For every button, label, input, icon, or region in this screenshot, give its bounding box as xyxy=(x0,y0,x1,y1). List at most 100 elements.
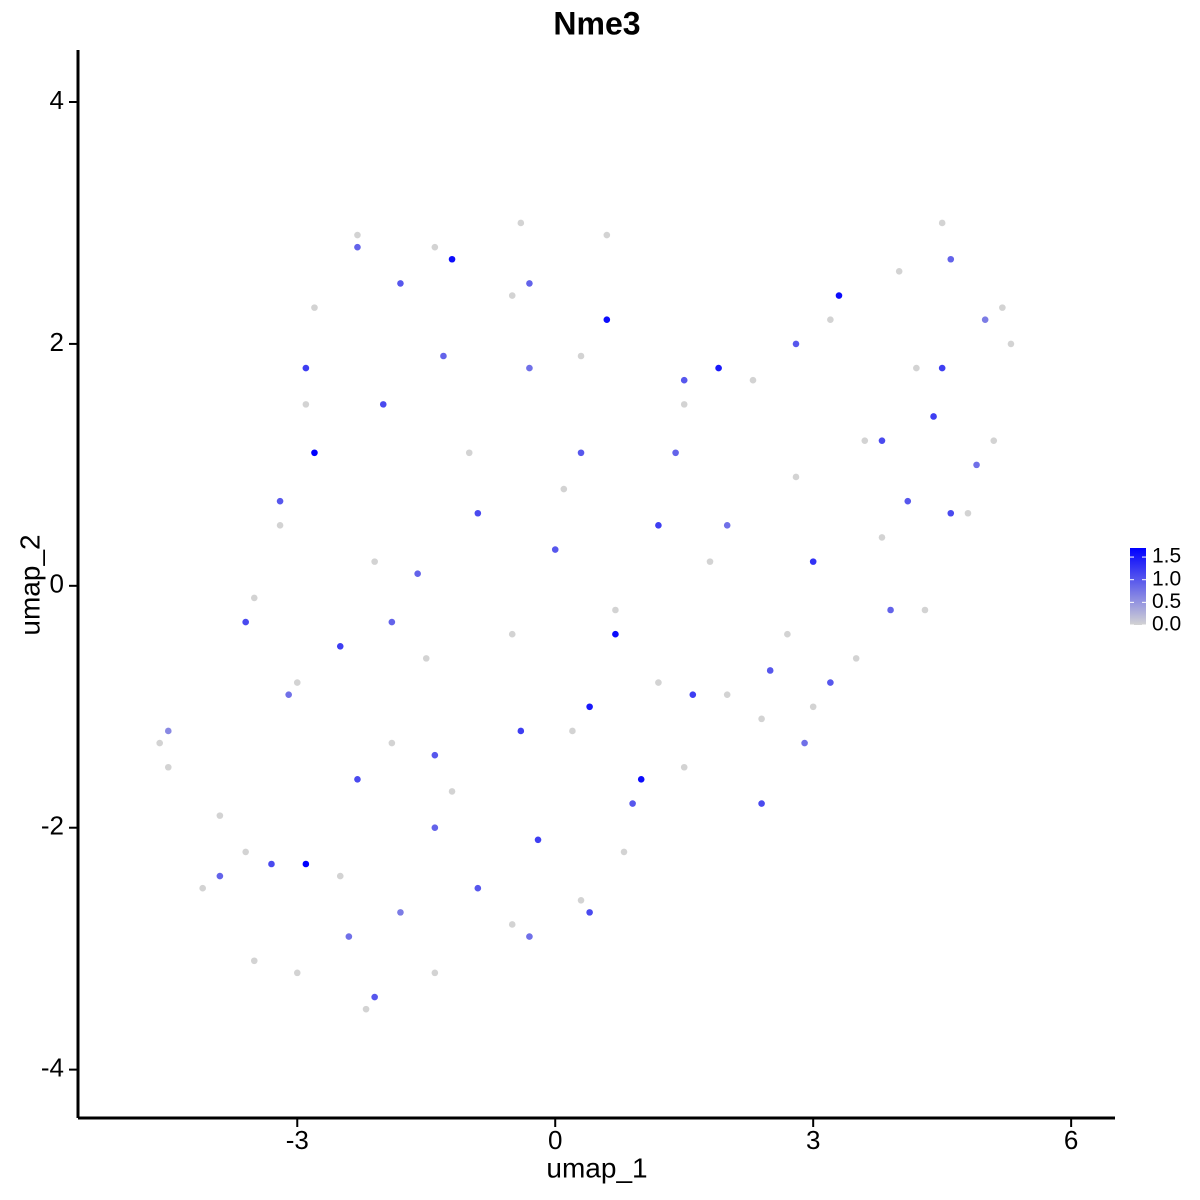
point xyxy=(431,969,439,977)
y-tick-label: -4 xyxy=(41,1052,64,1082)
point xyxy=(199,884,206,892)
point xyxy=(801,739,808,747)
point xyxy=(620,848,628,856)
x-tick-label: 3 xyxy=(806,1125,820,1155)
point xyxy=(526,364,533,372)
point xyxy=(431,243,439,251)
point xyxy=(861,437,869,444)
point xyxy=(465,449,473,457)
point xyxy=(947,255,955,263)
x-axis-label: umap_1 xyxy=(546,1152,647,1183)
point xyxy=(448,788,456,795)
point xyxy=(508,292,516,299)
y-tick-label: -2 xyxy=(41,811,64,841)
point xyxy=(293,969,301,977)
point xyxy=(569,727,576,735)
point xyxy=(723,691,731,698)
point xyxy=(715,364,722,372)
point xyxy=(603,231,611,239)
point xyxy=(612,630,619,638)
point xyxy=(784,630,791,638)
point xyxy=(1007,340,1015,348)
point xyxy=(517,219,525,227)
point xyxy=(878,437,886,444)
point xyxy=(981,316,989,324)
point xyxy=(448,255,456,263)
point xyxy=(534,836,542,844)
point xyxy=(551,546,559,553)
point xyxy=(156,739,163,747)
y-tick-label: 0 xyxy=(50,569,64,599)
point xyxy=(388,618,396,626)
point xyxy=(672,449,679,457)
point xyxy=(749,376,757,384)
point xyxy=(680,376,688,384)
point xyxy=(603,316,611,324)
point xyxy=(990,437,998,444)
point xyxy=(302,364,310,372)
colorbar-tick-label: 1.5 xyxy=(1152,545,1181,568)
point xyxy=(577,449,585,457)
point xyxy=(311,449,318,457)
point xyxy=(758,715,765,723)
point xyxy=(414,570,421,578)
point xyxy=(999,304,1006,311)
colorbar-tick-label: 0.5 xyxy=(1152,590,1181,613)
x-tick-label: 6 xyxy=(1064,1125,1078,1155)
point xyxy=(345,933,353,940)
point xyxy=(973,461,980,469)
point xyxy=(629,800,636,807)
colorbar-tick-label: 0.0 xyxy=(1152,613,1181,636)
point xyxy=(655,679,662,686)
point xyxy=(517,727,525,735)
chart-title: Nme3 xyxy=(553,5,640,41)
point xyxy=(921,606,929,614)
y-tick-label: 2 xyxy=(50,327,64,357)
point xyxy=(835,292,843,299)
x-tick-label: -3 xyxy=(286,1125,309,1155)
point xyxy=(276,497,284,505)
point xyxy=(560,485,568,493)
point xyxy=(508,921,516,928)
point xyxy=(216,872,224,880)
point xyxy=(904,497,912,505)
point xyxy=(809,703,817,711)
point xyxy=(723,522,731,529)
point xyxy=(586,703,593,711)
colorbar-tick-label: 1.0 xyxy=(1152,567,1181,590)
point xyxy=(242,848,249,856)
point xyxy=(397,909,404,916)
point xyxy=(250,594,258,602)
point xyxy=(397,280,404,287)
point xyxy=(758,800,765,807)
y-tick-label: 4 xyxy=(50,85,64,115)
point xyxy=(362,1005,370,1013)
point xyxy=(577,352,585,360)
point xyxy=(302,860,310,868)
point xyxy=(285,691,292,698)
point xyxy=(526,280,533,287)
point xyxy=(293,679,301,686)
point xyxy=(930,413,937,420)
point xyxy=(336,642,344,650)
point xyxy=(792,340,800,348)
point xyxy=(508,630,516,638)
point xyxy=(852,655,860,662)
point xyxy=(242,618,249,626)
colorbar xyxy=(1130,548,1146,625)
point xyxy=(276,522,284,529)
point xyxy=(474,509,482,517)
point xyxy=(268,860,275,868)
y-axis-label: umap_2 xyxy=(14,534,45,635)
point xyxy=(577,896,585,904)
point xyxy=(689,691,697,698)
point xyxy=(379,401,387,408)
point xyxy=(895,268,903,275)
point xyxy=(809,558,817,565)
point xyxy=(431,824,439,832)
point xyxy=(422,655,430,662)
point xyxy=(354,776,361,783)
point xyxy=(887,606,894,614)
point xyxy=(164,727,172,735)
point xyxy=(586,909,593,916)
